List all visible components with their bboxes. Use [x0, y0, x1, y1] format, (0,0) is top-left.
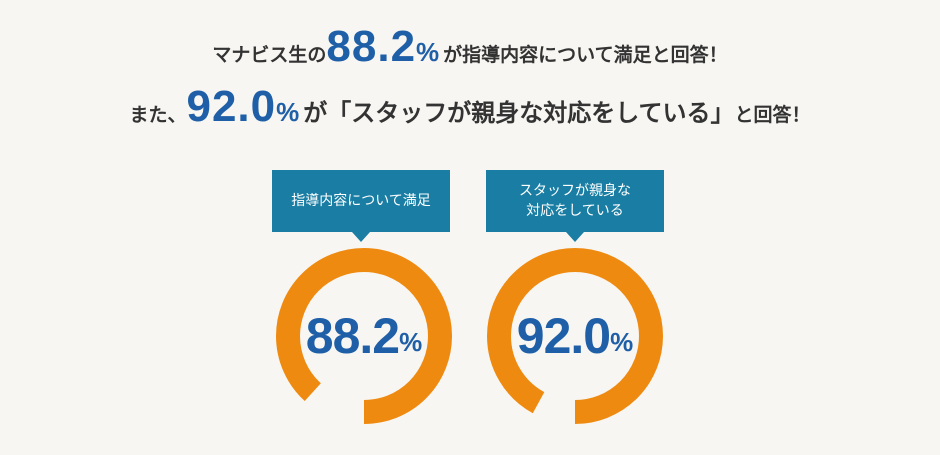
headline-1-prefix: マナビス生の	[212, 44, 327, 66]
headline-2-prefix: また、	[129, 104, 187, 126]
donut-staff: 92.0%	[485, 246, 665, 430]
headline-2-middle: が「スタッフが親身な対応をしている」	[303, 99, 735, 127]
donut-satisfaction-arc	[276, 248, 452, 424]
donut-staff-percent: %	[610, 326, 634, 357]
callout-satisfaction-line-1: 指導内容について満足	[291, 193, 431, 209]
headline-2-percent: %	[276, 97, 300, 127]
headline-line-2: また、92.0% が「スタッフが親身な対応をしている」と回答！	[0, 82, 940, 132]
callout-staff: スタッフが親身な 対応をしている	[486, 170, 664, 242]
donut-satisfaction-ring	[276, 248, 452, 424]
callout-staff-line-2: 対応をしている	[526, 203, 624, 219]
callout-staff-line-1: スタッフが親身な	[519, 183, 631, 199]
donut-staff-value: 92.0	[516, 308, 611, 364]
donut-satisfaction-label: 88.2%	[274, 246, 454, 426]
headline-line-1: マナビス生の88.2% が指導内容について満足と回答！	[0, 22, 940, 72]
headline-2-suffix: と回答！	[734, 104, 811, 126]
headline-1-suffix: が指導内容について満足と回答！	[443, 44, 728, 66]
donut-staff-ring	[487, 248, 663, 424]
donut-satisfaction-value: 88.2	[305, 308, 400, 364]
callout-satisfaction: 指導内容について満足	[272, 170, 450, 242]
donut-satisfaction: 88.2%	[274, 246, 454, 430]
donut-staff-arc	[487, 248, 663, 424]
donut-satisfaction-percent: %	[399, 326, 423, 357]
donut-staff-label: 92.0%	[485, 246, 665, 426]
headline-2-value: 92.0	[186, 82, 277, 131]
headline-1-value: 88.2	[326, 22, 417, 71]
headline-1-percent: %	[416, 37, 440, 67]
